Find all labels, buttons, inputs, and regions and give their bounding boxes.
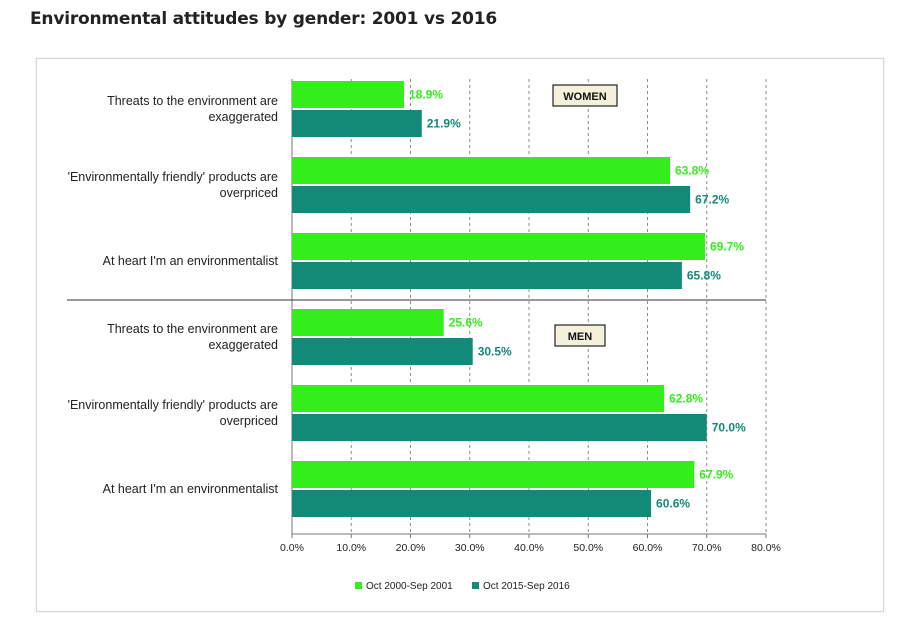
- x-tick-label: 40.0%: [514, 542, 544, 554]
- category-label-line: At heart I'm an environmentalist: [103, 254, 279, 268]
- x-tick-label: 50.0%: [573, 542, 603, 554]
- legend-label: Oct 2000-Sep 2001: [366, 581, 453, 592]
- category-label: 'Environmentally friendly' products are o…: [68, 398, 278, 428]
- group-label-box: [552, 84, 618, 107]
- category-label: 'Environmentally friendly' products are o…: [68, 170, 278, 200]
- category-label-line: 'Environmentally friendly' products are: [68, 398, 278, 412]
- category-label: At heart I'm an environmentalist: [103, 482, 279, 496]
- group-label-box: [554, 324, 606, 347]
- category-label: At heart I'm an environmentalist: [103, 254, 279, 268]
- bar-chart: 0.0% 10.0% 20.0% 30.0% 40.0% 50.0% 60.0% 70.0% 8…: [67, 79, 781, 592]
- category-label: Threats to the environment are exaggerate…: [107, 322, 278, 352]
- category-label-line: At heart I'm an environmentalist: [103, 482, 279, 496]
- x-tick-label: 30.0%: [455, 542, 485, 554]
- category-label-line: overpriced: [220, 186, 278, 200]
- bar: [292, 233, 705, 260]
- category-label-line: overpriced: [220, 414, 278, 428]
- page-title: Environmental attitudes by gender: 2001 …: [30, 9, 498, 29]
- bar: [292, 385, 665, 412]
- bar: [292, 186, 691, 213]
- data-label: 25.6%: [449, 316, 483, 330]
- data-label: 21.9%: [427, 117, 461, 131]
- legend-label: Oct 2015-Sep 2016: [483, 581, 570, 592]
- data-label: 60.6%: [656, 497, 690, 511]
- data-label: 63.8%: [675, 164, 709, 178]
- bar: [292, 461, 695, 488]
- data-label: 67.2%: [695, 193, 729, 207]
- category-label-line: Threats to the environment are: [107, 94, 278, 108]
- data-label: 67.9%: [699, 468, 733, 482]
- category-label: Threats to the environment are exaggerate…: [107, 94, 278, 124]
- data-label: 69.7%: [710, 240, 744, 254]
- bar: [292, 110, 422, 137]
- bar: [292, 338, 473, 365]
- data-label: 70.0%: [712, 421, 746, 435]
- bar: [292, 414, 707, 441]
- bar: [292, 309, 444, 336]
- bar: [292, 81, 404, 108]
- group-label: WOMEN: [563, 91, 606, 103]
- legend-swatch: [355, 582, 362, 589]
- x-tick-label: 10.0%: [336, 542, 366, 554]
- legend-swatch: [472, 582, 479, 589]
- x-tick-label: 60.0%: [633, 542, 663, 554]
- chart-frame: 0.0% 10.0% 20.0% 30.0% 40.0% 50.0% 60.0% 70.0% 8…: [36, 58, 884, 612]
- x-tick-label: 20.0%: [396, 542, 426, 554]
- category-label-line: 'Environmentally friendly' products are: [68, 170, 278, 184]
- x-tick-label: 80.0%: [751, 542, 781, 554]
- bar: [292, 262, 682, 289]
- bar: [292, 490, 652, 517]
- category-label-line: exaggerated: [208, 110, 278, 124]
- data-label: 30.5%: [478, 345, 512, 359]
- x-tick-label: 0.0%: [280, 542, 304, 554]
- data-label: 18.9%: [409, 88, 443, 102]
- category-label-line: Threats to the environment are: [107, 322, 278, 336]
- data-label: 62.8%: [669, 392, 703, 406]
- group-label: MEN: [568, 331, 593, 343]
- data-label: 65.8%: [687, 269, 721, 283]
- bar: [292, 157, 671, 184]
- x-tick-label: 70.0%: [692, 542, 722, 554]
- category-label-line: exaggerated: [208, 338, 278, 352]
